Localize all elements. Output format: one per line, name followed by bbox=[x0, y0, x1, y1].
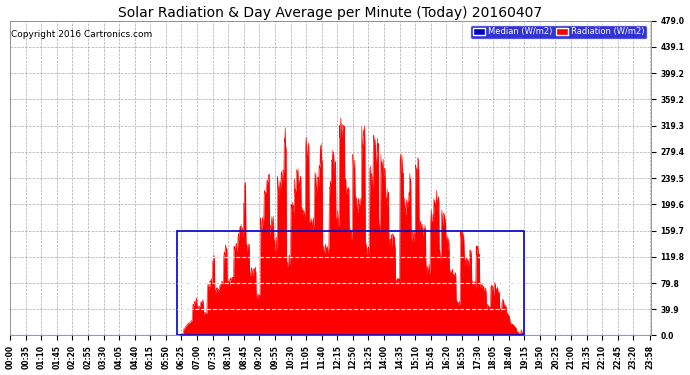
Text: Copyright 2016 Cartronics.com: Copyright 2016 Cartronics.com bbox=[11, 30, 152, 39]
Title: Solar Radiation & Day Average per Minute (Today) 20160407: Solar Radiation & Day Average per Minute… bbox=[118, 6, 542, 20]
Legend: Median (W/m2), Radiation (W/m2): Median (W/m2), Radiation (W/m2) bbox=[471, 25, 647, 39]
Bar bbox=[177, 231, 524, 336]
